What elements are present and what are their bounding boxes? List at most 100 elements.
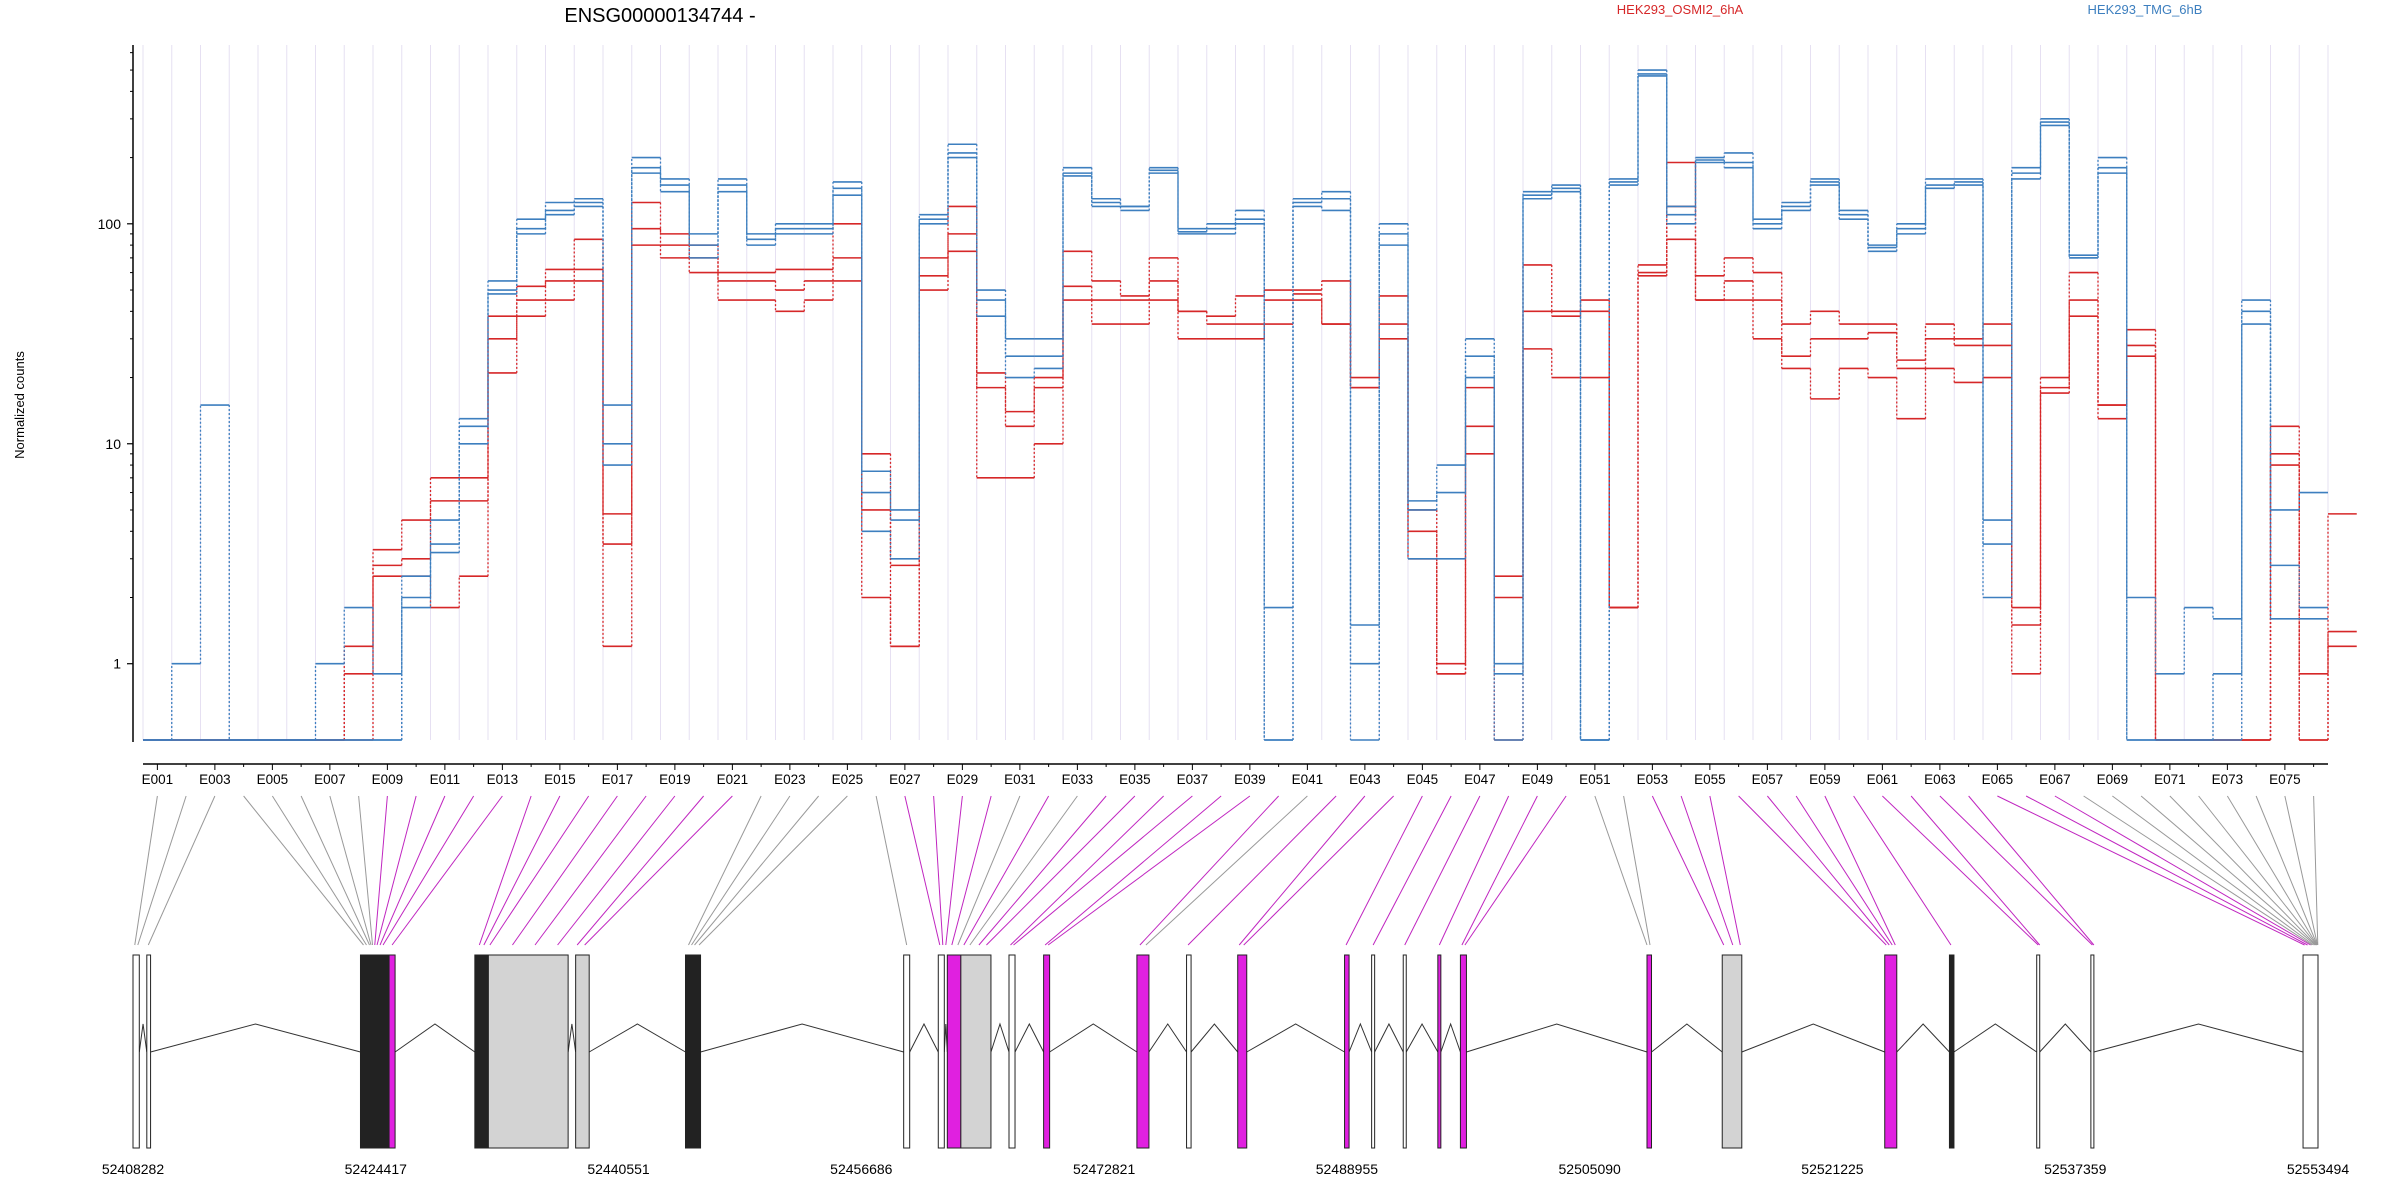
exon-box — [375, 954, 390, 1149]
bin-link-line — [1145, 795, 1308, 946]
exon-box — [1437, 954, 1442, 1149]
x-tick-label: E025 — [832, 772, 864, 787]
bin-link-line — [391, 795, 503, 946]
exon-box — [575, 954, 590, 1149]
intron-connector — [1466, 1023, 1648, 1053]
bin-link-line — [1997, 795, 2305, 946]
bin-link-line — [329, 795, 372, 946]
exon-box — [1646, 954, 1653, 1149]
bin-link-line — [137, 795, 187, 946]
x-tick-label: E071 — [2154, 772, 2186, 787]
x-tick-label: E075 — [2269, 772, 2301, 787]
x-tick-label: E051 — [1579, 772, 1611, 787]
bin-link-line — [688, 795, 762, 946]
intron-connector — [2093, 1023, 2304, 1053]
x-tick-label: E003 — [199, 772, 231, 787]
bin-link-line — [1882, 795, 2039, 946]
genomic-coordinate-label: 52408282 — [102, 1161, 165, 1177]
intron-connector — [150, 1023, 361, 1053]
bin-link-line — [1709, 795, 1741, 946]
exon-box — [359, 954, 377, 1149]
bin-link-line — [875, 795, 908, 946]
bin-link-line — [478, 795, 532, 946]
y-tick-label: 100 — [98, 216, 122, 232]
genomic-coordinate-label: 52424417 — [345, 1161, 408, 1177]
intron-connector — [1440, 1022, 1461, 1053]
legend-label-red: HEK293_OSMI2_6hA — [1617, 2, 1744, 17]
exon-box — [903, 954, 911, 1149]
plot-area: 1 10 100 E001 E003 E005 E007 E009 E011 E013 E015 E0… — [98, 45, 2357, 787]
bin-link-line — [691, 795, 791, 946]
x-tick-label: E061 — [1867, 772, 1899, 787]
series-red-1 — [143, 161, 2357, 741]
bin-link-line — [1047, 795, 1251, 946]
x-tick-label: E019 — [659, 772, 691, 787]
genomic-coordinate-label: 52553494 — [2287, 1161, 2350, 1177]
exon-box — [1721, 954, 1743, 1149]
x-tick-label: E043 — [1349, 772, 1381, 787]
bin-link-line — [147, 795, 216, 946]
x-tick-label: E011 — [430, 772, 461, 787]
bin-link-line — [1238, 795, 1366, 946]
x-tick-label: E005 — [257, 772, 289, 787]
intron-connector — [394, 1023, 476, 1053]
x-tick-label: E065 — [1982, 772, 2014, 787]
bin-link-line — [379, 795, 446, 946]
bin-link-line — [358, 795, 374, 946]
exon-box — [2302, 954, 2319, 1149]
genomic-coordinate-label: 52488955 — [1316, 1161, 1379, 1177]
legend-label-blue: HEK293_TMG_6hB — [2088, 2, 2203, 17]
exon-box — [487, 954, 569, 1149]
bin-link-line — [969, 795, 1078, 946]
bin-link-line — [2284, 795, 2318, 946]
genomic-coordinate-label: 52472821 — [1073, 1161, 1136, 1177]
series-red-2 — [143, 205, 2357, 741]
bin-link-line — [557, 795, 676, 946]
bin-link-line — [1345, 795, 1423, 946]
x-tick-label: E029 — [947, 772, 979, 787]
bin-link-line — [1795, 795, 1893, 946]
bin-link-line — [2226, 795, 2318, 946]
bin-link-line — [1187, 795, 1337, 946]
exon-box — [1948, 954, 1955, 1149]
bin-link-line — [2025, 795, 2308, 946]
bin-link-line — [694, 795, 820, 946]
bin-link-line — [271, 795, 367, 946]
bin-link-line — [963, 795, 1050, 946]
intron-connector — [138, 1023, 148, 1053]
x-tick-label: E027 — [889, 772, 921, 787]
genomic-coordinate-label: 52505090 — [1559, 1161, 1622, 1177]
exon-box — [960, 954, 992, 1149]
exon-box — [1237, 954, 1248, 1149]
bin-link-line — [1623, 795, 1651, 946]
bin-link-line — [904, 795, 941, 946]
bin-link-line — [978, 795, 1107, 946]
intron-connector — [1014, 1022, 1045, 1053]
bin-link-line — [957, 795, 1021, 946]
gene-model: 52408282 52424417 52440551 52456686 52472821… — [102, 795, 2350, 1177]
bin-link-line — [945, 795, 963, 946]
x-tick-label: E015 — [544, 772, 576, 787]
exon-box — [684, 954, 702, 1149]
x-tick-label: E073 — [2212, 772, 2244, 787]
bin-link-line — [512, 795, 618, 946]
bin-link-line — [933, 795, 944, 946]
bin-link-line — [1438, 795, 1510, 946]
x-tick-label: E001 — [142, 772, 174, 787]
exon-box — [1186, 954, 1192, 1149]
exon-box — [146, 954, 152, 1149]
y-tick-label: 10 — [105, 436, 121, 452]
bin-link-line — [2313, 795, 2319, 946]
bin-link-line — [1461, 795, 1538, 946]
bin-link-line — [382, 795, 475, 946]
x-tick-label: E023 — [774, 772, 806, 787]
genomic-coordinate-label: 52440551 — [587, 1161, 650, 1177]
bin-link-line — [2140, 795, 2316, 946]
intron-connector — [2039, 1023, 2092, 1053]
bin-link-line — [1824, 795, 1896, 946]
exon-box — [1459, 954, 1467, 1149]
x-tick-label: E053 — [1637, 772, 1669, 787]
bin-link-line — [489, 795, 590, 946]
x-tick-label: E063 — [1924, 772, 1956, 787]
bin-link-line — [1464, 795, 1567, 946]
